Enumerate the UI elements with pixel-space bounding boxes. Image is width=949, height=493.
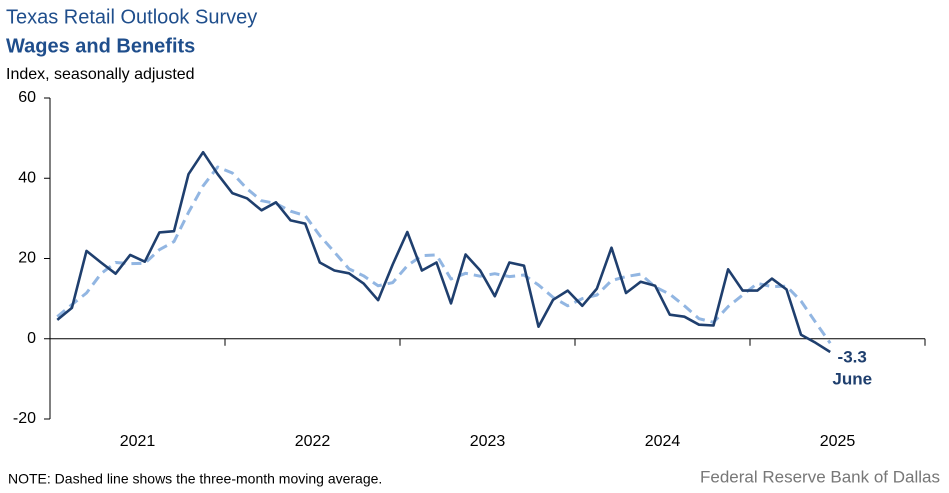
y-tick-label: 40: [18, 169, 36, 186]
index-line: [56, 150, 831, 354]
y-tick-label: 60: [18, 89, 36, 106]
x-tick-label: 2024: [645, 433, 681, 450]
chart-title: Texas Retail Outlook Survey: [6, 6, 257, 28]
annotation: June: [832, 369, 872, 388]
y-axis-label: Index, seasonally adjusted: [6, 66, 195, 83]
y-tick-label: -20: [13, 410, 36, 427]
x-tick-label: 2022: [295, 433, 331, 450]
y-tick-label: 0: [27, 330, 36, 347]
source: Federal Reserve Bank of Dallas: [700, 467, 940, 486]
y-tick-label: 20: [18, 250, 36, 267]
value-label: -3.3: [838, 347, 867, 366]
moving-average-line: [56, 165, 832, 345]
x-tick-label: 2023: [470, 433, 506, 450]
x-tick-label: 2021: [120, 433, 156, 450]
x-tick-label: 2025: [820, 433, 856, 450]
note: NOTE: Dashed line shows the three-month …: [8, 471, 382, 487]
chart-subtitle: Wages and Benefits: [6, 35, 195, 57]
